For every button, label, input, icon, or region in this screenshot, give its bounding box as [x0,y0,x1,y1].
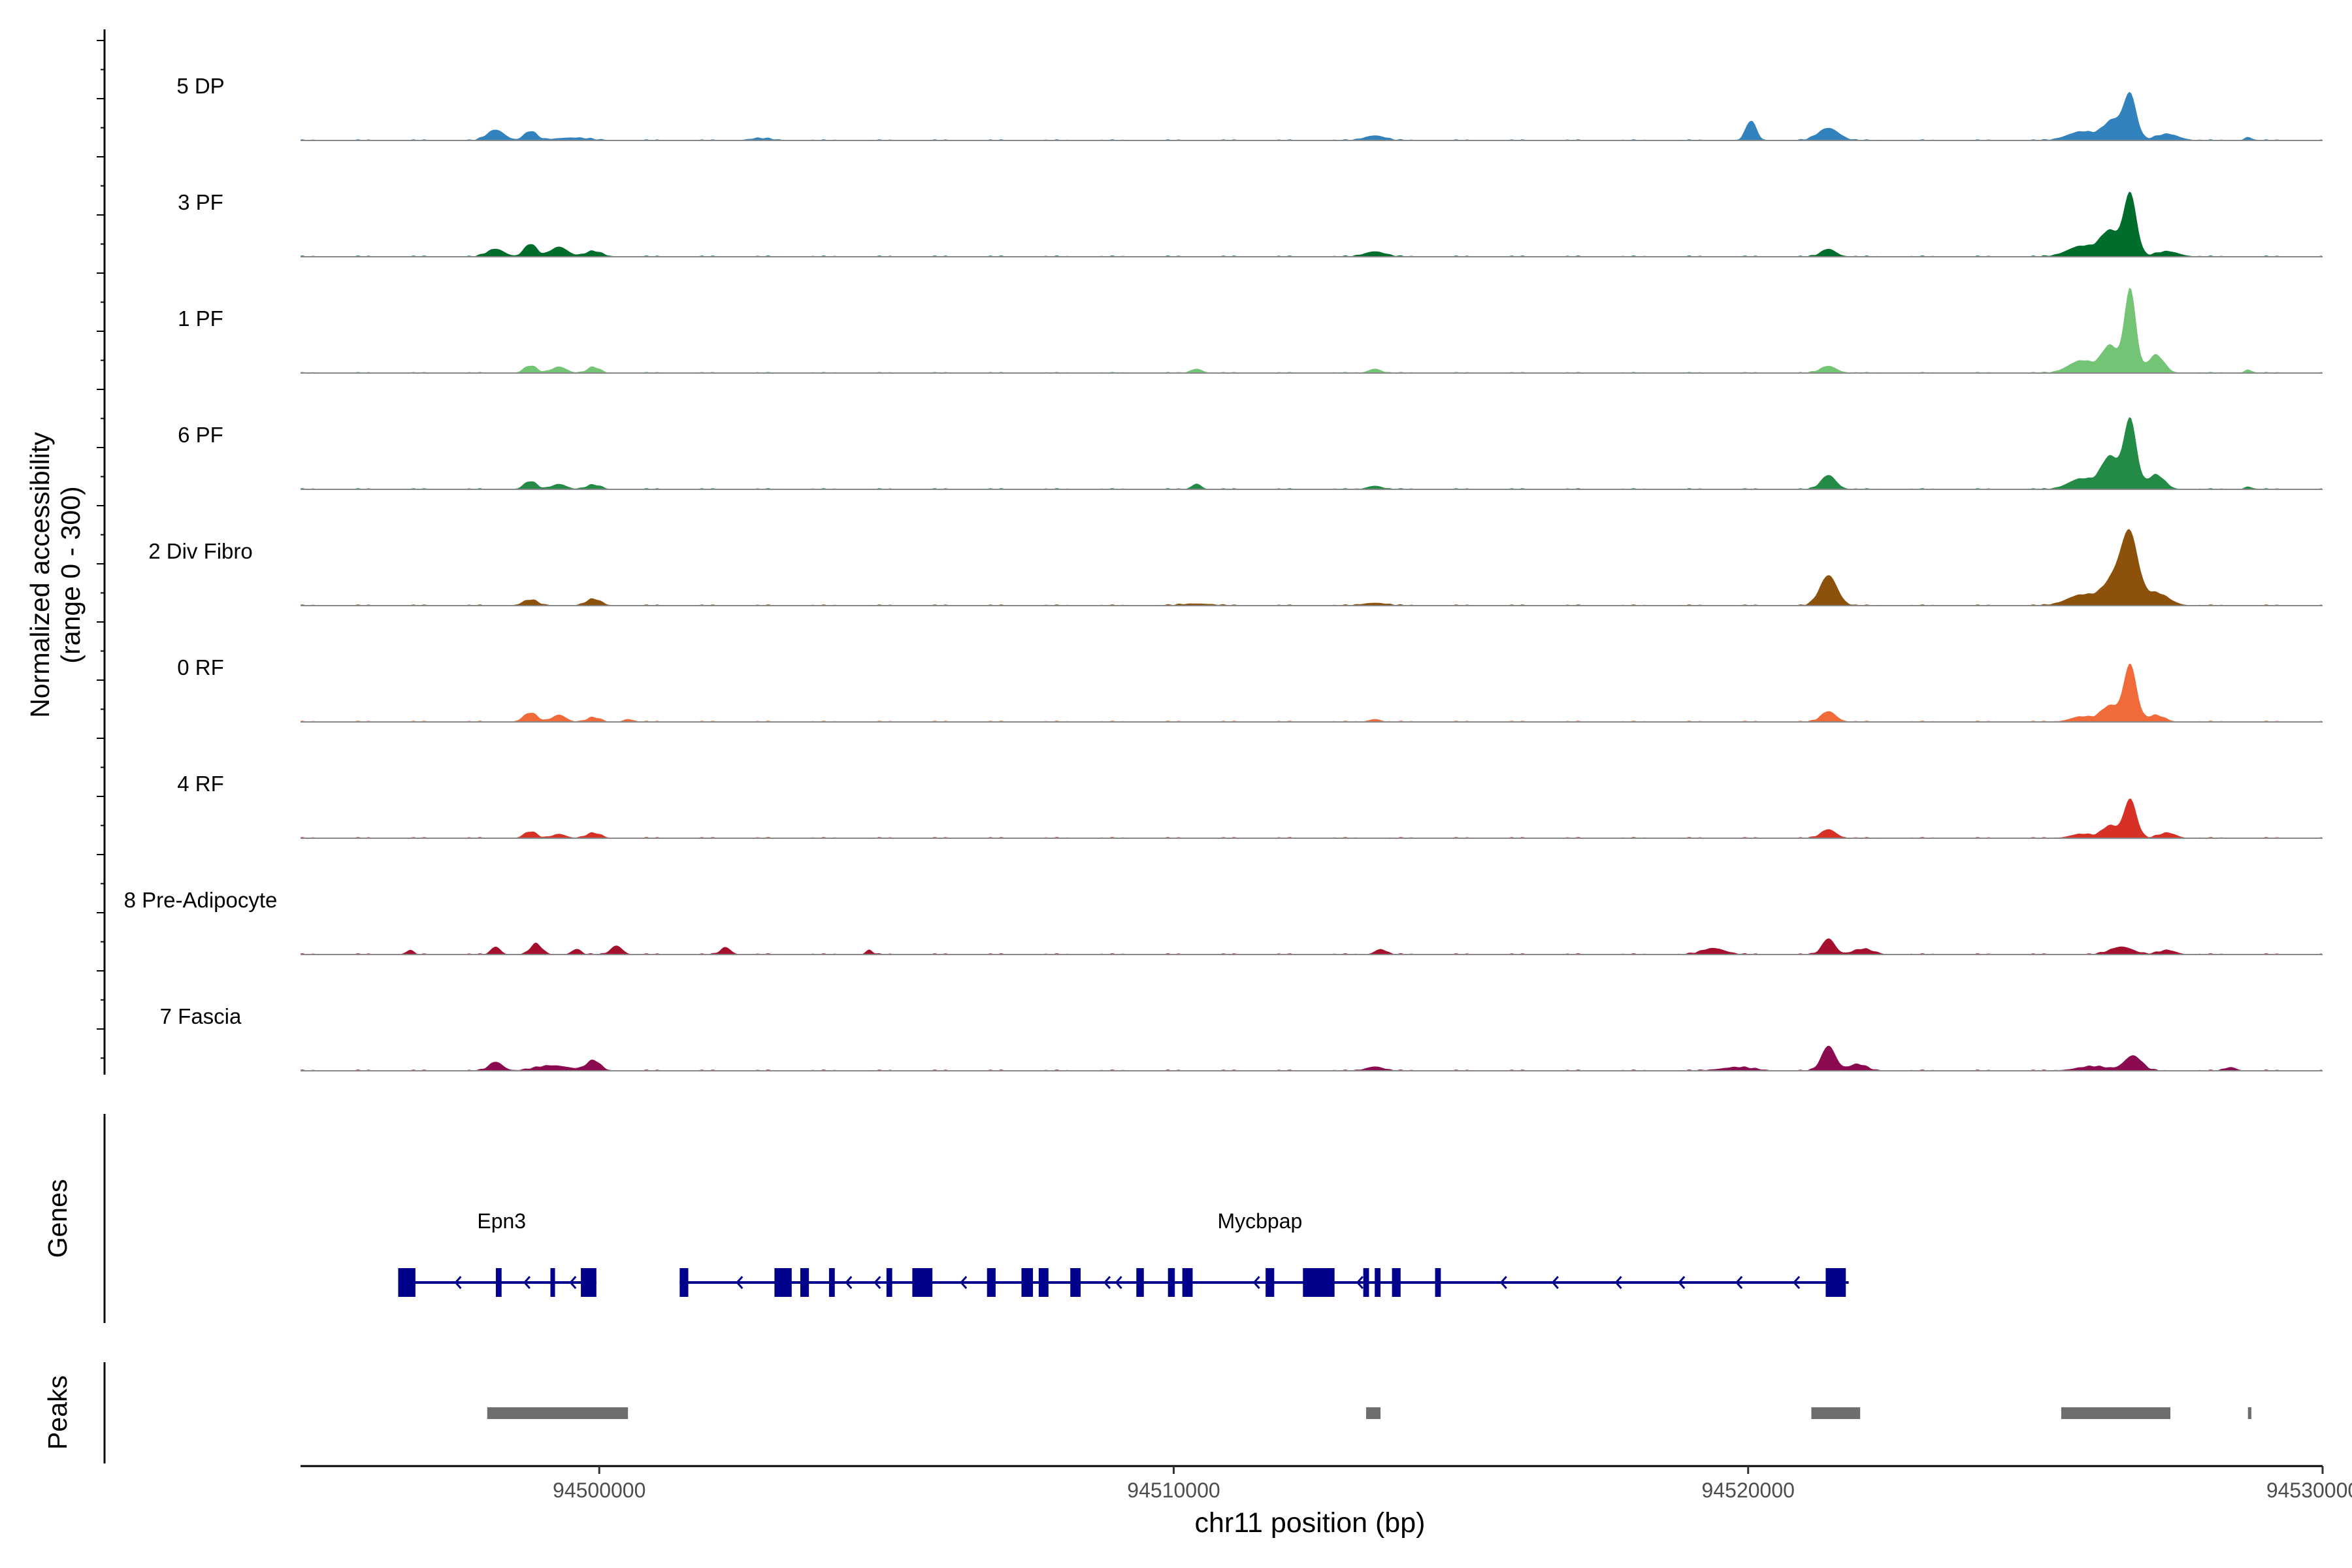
track-label: 6 PF [178,423,223,447]
gene-exon [800,1268,809,1297]
track-label: 0 RF [177,655,224,679]
gene-exon [1136,1268,1144,1297]
peak-region [1811,1407,1861,1419]
coverage-area [301,191,2323,257]
x-tick-label: 94530000 [2266,1478,2352,1502]
strand-arrow [874,1276,881,1289]
gene-exon [581,1268,596,1297]
gene-exon [828,1268,835,1297]
gene-exon [1825,1268,1846,1297]
y-axis-ticks [97,40,105,1059]
strand-arrow [1678,1276,1686,1289]
strand-arrow [1103,1276,1111,1289]
peak-track [487,1407,2251,1419]
gene-exon [886,1268,892,1297]
peak-region [1366,1407,1381,1419]
strand-arrow [569,1276,577,1289]
coverage-track-9: 7 Fascia [160,1004,2323,1071]
strand-arrow [845,1276,853,1289]
coverage-area [301,663,2323,722]
peak-region [2061,1407,2170,1419]
coverage-area [301,287,2323,373]
gene-exon [774,1268,792,1297]
strand-arrow [1356,1276,1364,1289]
coverage-tracks: 5 DP 3 PF 1 PF 6 PF 2 Div Fibro 0 RF 4 RF 8 Pre… [124,74,2323,1071]
coverage-track-1: 5 DP [176,74,2323,141]
gene-exon [987,1268,996,1297]
coverage-track-3: 1 PF [178,287,2323,374]
gene-exon [1303,1268,1335,1297]
track-label: 7 Fascia [160,1004,242,1028]
gene-exon [679,1268,689,1297]
strand-arrow [736,1276,743,1289]
y-axis-title: Normalized accessibility (range 0 - 300) [25,432,86,718]
coverage-track-5: 2 Div Fibro [148,529,2323,606]
coverage-area [301,798,2323,838]
coverage-area [301,1045,2323,1071]
gene-exon [495,1268,502,1297]
x-axis-title: chr11 position (bp) [1195,1507,1426,1539]
coverage-track-6: 0 RF [177,655,2323,723]
gene-exon [1375,1268,1381,1297]
coverage-area [301,91,2323,140]
genes-panel-title: Genes [42,1179,73,1258]
strand-arrow [1499,1276,1507,1289]
gene-label: Mycbpap [1217,1209,1302,1233]
gene-exon [1266,1268,1275,1297]
coverage-area [301,417,2323,489]
track-label: 4 RF [177,772,224,796]
coverage-track-8: 8 Pre-Adipocyte [124,888,2323,955]
coverage-area [301,529,2323,606]
peak-region [487,1407,629,1419]
gene-exon [1182,1268,1193,1297]
track-label: 8 Pre-Adipocyte [124,888,278,912]
strand-arrow [454,1276,462,1289]
strand-arrow [1115,1276,1122,1289]
track-label: 3 PF [178,190,223,214]
coverage-area [301,938,2323,955]
x-tick-label: 94500000 [553,1478,645,1502]
strand-arrow [523,1276,531,1289]
gene-annotation-track: Epn3 Mycbpap [398,1209,1849,1297]
coverage-track-4: 6 PF [178,417,2323,490]
gene-exon [1168,1268,1175,1297]
gene-exon [398,1268,416,1297]
y-axis-title-line2: (range 0 - 300) [56,486,86,663]
strand-arrow [1793,1276,1801,1289]
gene-exon [1070,1268,1081,1297]
track-label: 1 PF [178,306,223,331]
strand-arrow [960,1276,968,1289]
gene-exon [1021,1268,1034,1297]
track-label: 2 Div Fibro [148,539,253,563]
x-tick-label: 94510000 [1127,1478,1220,1502]
strand-arrow [1614,1276,1622,1289]
y-axis-title-line1: Normalized accessibility [25,432,55,718]
x-tick-label: 94520000 [1702,1478,1795,1502]
gene-epn3: Epn3 [398,1209,596,1297]
strand-arrow [1735,1276,1743,1289]
coverage-track-2: 3 PF [178,190,2323,257]
gene-exon [1392,1268,1401,1297]
gene-exon [550,1268,555,1297]
peaks-panel-title: Peaks [42,1375,73,1450]
gene-exon [1435,1268,1441,1297]
strand-arrow [1252,1276,1260,1289]
coverage-track-7: 4 RF [177,772,2323,839]
gene-mycbpap: Mycbpap [679,1209,1849,1297]
gene-exon [912,1268,933,1297]
gene-exon [1038,1268,1049,1297]
peak-region [2247,1407,2251,1419]
track-label: 5 DP [176,74,224,98]
gene-label: Epn3 [477,1209,526,1233]
x-axis-ticks: 94500000 94510000 94520000 94530000 [553,1466,2352,1502]
gene-exon [1363,1268,1369,1297]
strand-arrow [1551,1276,1559,1289]
